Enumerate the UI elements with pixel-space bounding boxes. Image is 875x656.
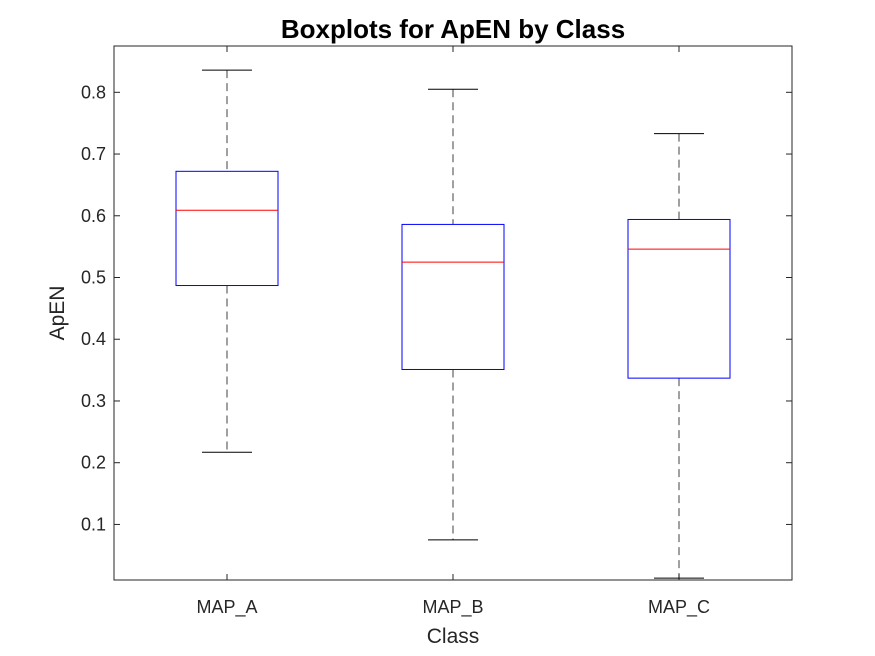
- y-tick-label: 0.6: [81, 206, 106, 226]
- plot-area: 0.1 0.2 0.3 0.4 0.5 0.6 0.7 0.8 MAP_A MAP_B MAP_C: [81, 45, 793, 618]
- x-tick-label: MAP_A: [196, 597, 257, 618]
- x-tick-label: MAP_B: [422, 597, 483, 618]
- y-tick-label: 0.2: [81, 453, 106, 473]
- y-tick-label: 0.7: [81, 144, 106, 164]
- box-iqr: [401, 223, 505, 370]
- y-axis-label: ApEN: [46, 286, 69, 341]
- y-tick-label: 0.5: [81, 268, 106, 288]
- chart-title: Boxplots for ApEN by Class: [281, 14, 625, 44]
- box-iqr: [175, 170, 279, 287]
- x-tick-label: MAP_C: [648, 597, 710, 618]
- y-tick-label: 0.3: [81, 391, 106, 411]
- y-tick-label: 0.8: [81, 82, 106, 102]
- y-tick-label: 0.4: [81, 329, 106, 349]
- x-axis-label: Class: [427, 625, 480, 648]
- box-iqr: [627, 218, 731, 379]
- y-tick-label: 0.1: [81, 514, 106, 534]
